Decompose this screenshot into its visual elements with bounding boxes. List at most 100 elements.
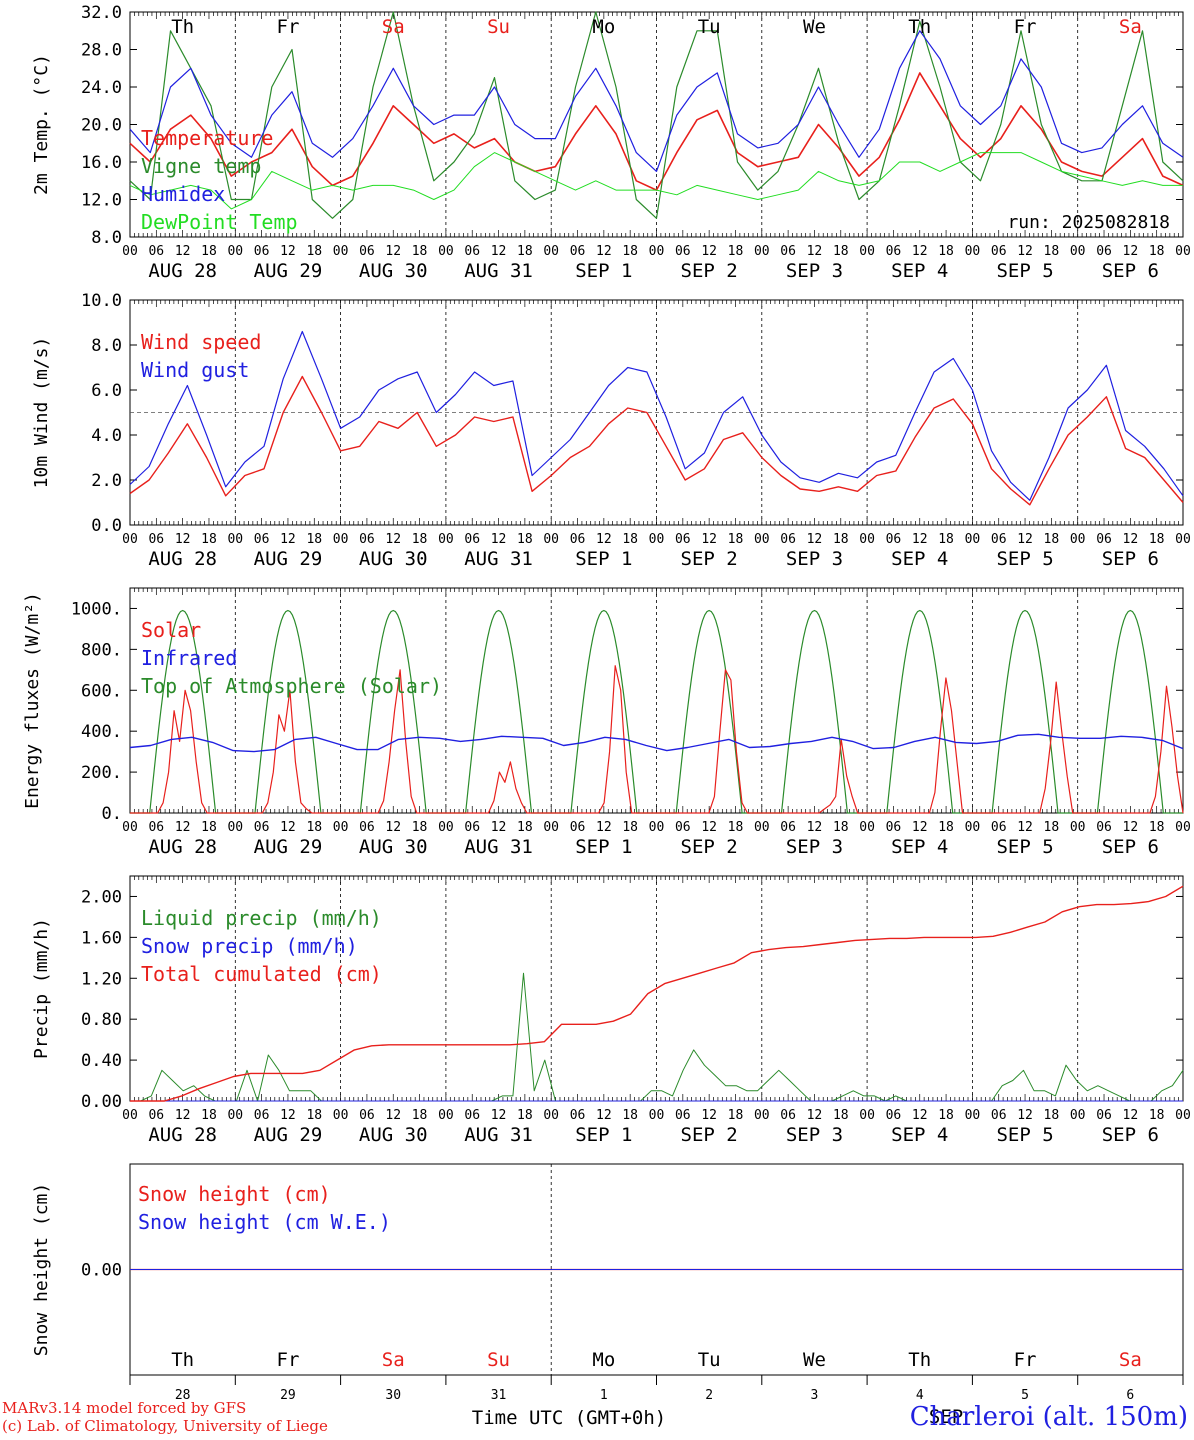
- time-tick-label: 18: [1149, 532, 1165, 547]
- date-label: SEP 4: [891, 260, 948, 282]
- weekday-label: Su: [487, 16, 510, 38]
- time-tick-label: 18: [201, 1108, 217, 1123]
- y-axis-title: Snow height (cm): [31, 1183, 52, 1356]
- month-label: SEP: [929, 1406, 963, 1428]
- time-tick-label: 18: [1149, 1108, 1165, 1123]
- time-tick-label: 06: [359, 244, 375, 259]
- time-tick-label: 00: [122, 1108, 138, 1123]
- time-tick-label: 18: [622, 244, 638, 259]
- weekday-label: Fr: [277, 1349, 300, 1371]
- y-tick-label: 12.0: [81, 191, 122, 211]
- time-tick-label: 18: [1044, 532, 1060, 547]
- series-line-infrared: [129, 733, 1184, 753]
- time-tick-label: 06: [780, 1108, 796, 1123]
- time-tick-label: 00: [754, 820, 770, 835]
- time-tick-label: 18: [306, 1108, 322, 1123]
- time-tick-label: 18: [833, 1108, 849, 1123]
- time-tick-label: 00: [649, 1108, 665, 1123]
- day-number-label: 2: [705, 1388, 713, 1403]
- time-tick-label: 18: [1149, 244, 1165, 259]
- weekday-label: Th: [171, 1349, 194, 1371]
- date-label: AUG 28: [148, 548, 217, 570]
- time-tick-label: 00: [1175, 820, 1191, 835]
- time-tick-label: 12: [1017, 1108, 1033, 1123]
- time-tick-label: 18: [201, 532, 217, 547]
- model-line-2: (c) Lab. of Climatology, University of L…: [2, 1417, 328, 1435]
- date-label: SEP 1: [575, 836, 632, 858]
- weekday-label: Th: [908, 1349, 931, 1371]
- plot-frame: [129, 11, 1184, 238]
- time-tick-label: 18: [517, 1108, 533, 1123]
- date-label: SEP 2: [681, 260, 738, 282]
- time-tick-label: 06: [886, 820, 902, 835]
- weekday-label: Sa: [1119, 16, 1142, 38]
- legend-entry: DewPoint Temp: [141, 210, 298, 234]
- time-tick-label: 18: [1044, 820, 1060, 835]
- time-tick-label: 06: [570, 244, 586, 259]
- time-tick-label: 00: [859, 532, 875, 547]
- time-tick-label: 18: [517, 820, 533, 835]
- time-tick-label: 00: [1070, 532, 1086, 547]
- time-tick-label: 00: [438, 532, 454, 547]
- time-tick-label: 12: [280, 820, 296, 835]
- time-tick-label: 12: [807, 532, 823, 547]
- date-label: SEP 3: [786, 548, 843, 570]
- date-label: SEP 1: [575, 1124, 632, 1146]
- time-tick-label: 06: [1096, 244, 1112, 259]
- day-number-label: 30: [385, 1388, 401, 1403]
- x-axis-title: Time UTC (GMT+0h): [472, 1407, 666, 1429]
- time-tick-label: 00: [122, 820, 138, 835]
- time-tick-label: 18: [833, 532, 849, 547]
- date-label: SEP 5: [996, 1124, 1053, 1146]
- time-tick-label: 12: [280, 1108, 296, 1123]
- weekday-label: Sa: [382, 1349, 405, 1371]
- time-tick-label: 18: [938, 244, 954, 259]
- time-tick-label: 00: [859, 1108, 875, 1123]
- series-line-liquid-precip-mm-h: [130, 972, 1184, 1102]
- time-tick-label: 12: [175, 820, 191, 835]
- time-tick-label: 00: [965, 244, 981, 259]
- date-label: AUG 31: [464, 260, 533, 282]
- time-tick-label: 00: [438, 820, 454, 835]
- date-label: AUG 28: [148, 836, 217, 858]
- time-tick-label: 06: [254, 532, 270, 547]
- y-tick-label: 0.80: [81, 1010, 122, 1030]
- series-line-total-cumulated-cm: [130, 885, 1184, 1102]
- y-tick-label: 600.: [81, 681, 122, 701]
- date-label: AUG 28: [148, 1124, 217, 1146]
- y-tick-label: 0.: [102, 804, 122, 824]
- date-label: AUG 31: [464, 1124, 533, 1146]
- weekday-label: Fr: [277, 16, 300, 38]
- time-tick-label: 06: [780, 532, 796, 547]
- time-tick-label: 06: [148, 820, 164, 835]
- time-tick-label: 12: [912, 820, 928, 835]
- time-tick-label: 18: [938, 1108, 954, 1123]
- time-tick-label: 12: [912, 244, 928, 259]
- time-tick-label: 00: [333, 820, 349, 835]
- date-label: AUG 28: [148, 260, 217, 282]
- time-tick-label: 18: [833, 244, 849, 259]
- series-line-dewpoint-temp: [129, 152, 1183, 210]
- y-tick-label: 8.0: [91, 228, 122, 248]
- time-tick-label: 00: [965, 1108, 981, 1123]
- time-tick-label: 12: [175, 1108, 191, 1123]
- time-tick-label: 06: [675, 1108, 691, 1123]
- y-tick-label: 1.20: [81, 969, 122, 989]
- date-label: SEP 4: [891, 548, 948, 570]
- time-tick-label: 06: [991, 244, 1007, 259]
- time-tick-label: 12: [1123, 532, 1139, 547]
- weekday-label: Sa: [382, 16, 405, 38]
- time-tick-label: 12: [912, 1108, 928, 1123]
- legend-entry: Temperature: [141, 126, 273, 150]
- panel-precip: [129, 875, 1184, 1102]
- time-tick-label: 12: [596, 820, 612, 835]
- time-tick-label: 00: [859, 244, 875, 259]
- time-tick-label: 06: [780, 820, 796, 835]
- time-tick-label: 12: [807, 820, 823, 835]
- legend-entry: Top of Atmosphere (Solar): [141, 674, 442, 698]
- time-tick-label: 18: [622, 1108, 638, 1123]
- time-tick-label: 00: [965, 820, 981, 835]
- date-label: AUG 30: [359, 548, 428, 570]
- time-tick-label: 12: [701, 244, 717, 259]
- weekday-label: Th: [908, 16, 931, 38]
